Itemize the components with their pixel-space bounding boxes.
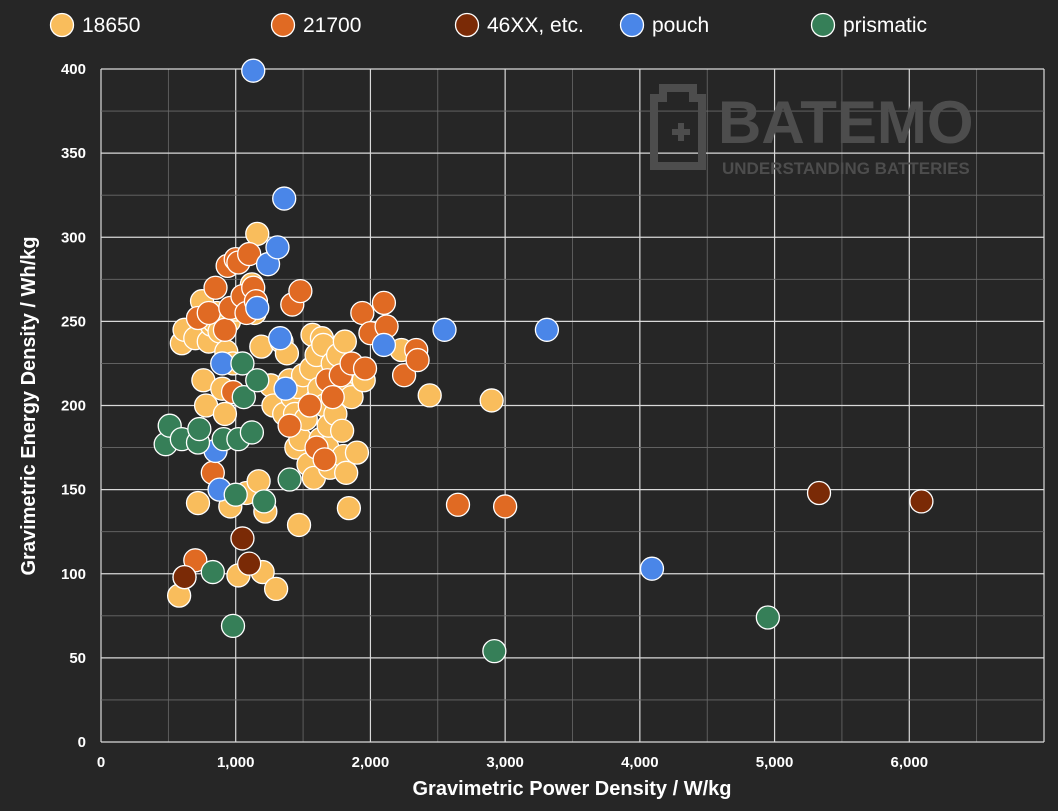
data-point (909, 489, 934, 514)
series-2 (172, 480, 934, 590)
data-point (482, 638, 507, 664)
data-point (405, 347, 430, 373)
data-point (332, 329, 357, 354)
data-point (344, 440, 370, 465)
x-tick-label: 2,000 (352, 754, 390, 771)
y-tick-label: 400 (61, 61, 86, 78)
y-tick-label: 350 (61, 145, 86, 162)
data-point (245, 295, 270, 321)
data-point (268, 326, 293, 351)
data-point (212, 401, 238, 427)
grid (100, 68, 1045, 743)
data-point (223, 482, 248, 507)
y-tick-label: 0 (78, 734, 86, 751)
data-point (263, 576, 289, 602)
data-point (492, 494, 518, 519)
data-point (230, 351, 255, 376)
legend-label: prismatic (843, 14, 927, 37)
data-point (203, 275, 228, 300)
x-tick-label: 6,000 (891, 754, 929, 771)
legend-label: pouch (652, 14, 709, 37)
y-tick-label: 100 (61, 566, 86, 583)
legend-marker (619, 12, 645, 38)
y-tick-label: 150 (61, 482, 86, 499)
data-point (230, 526, 255, 551)
data-point (320, 384, 345, 410)
data-point (391, 363, 417, 388)
y-tick-label: 200 (61, 398, 86, 415)
x-tick-label: 3,000 (486, 754, 524, 771)
data-point (432, 317, 457, 342)
data-point (371, 332, 397, 358)
data-point (329, 418, 355, 443)
data-point (806, 480, 832, 506)
data-point (210, 351, 235, 376)
data-point (239, 420, 265, 445)
data-point (534, 317, 560, 342)
legend-marker (810, 12, 836, 38)
data-point (220, 613, 246, 639)
x-tick-label: 4,000 (621, 754, 659, 771)
data-point (755, 605, 780, 630)
data-point (312, 447, 337, 472)
y-axis-ticks: 0 50 100 150 200 250 300 350 400 (61, 61, 86, 751)
x-tick-label: 1,000 (217, 754, 255, 771)
y-tick-label: 250 (61, 313, 86, 330)
data-points (153, 58, 934, 664)
battery-logo-icon (650, 84, 706, 170)
x-tick-label: 0 (97, 754, 105, 771)
x-axis-title: Gravimetric Power Density / W/kg (413, 778, 732, 800)
legend-marker (270, 12, 296, 38)
legend-label: 18650 (82, 14, 140, 37)
legend: 18650 21700 46XX, etc. pouch prismatic (49, 12, 927, 38)
data-point (288, 278, 313, 304)
data-point (639, 556, 665, 581)
data-point (246, 469, 271, 494)
data-point (172, 564, 197, 590)
data-point (277, 413, 302, 438)
data-point (185, 490, 211, 516)
data-point (273, 376, 298, 401)
watermark-brand: BATEMO (718, 89, 974, 156)
data-point (187, 416, 212, 442)
legend-marker (49, 12, 75, 38)
data-point (245, 368, 270, 393)
data-point (251, 489, 277, 514)
data-point (334, 460, 359, 485)
data-point (336, 495, 362, 521)
data-point (286, 512, 312, 538)
y-axis-title: Gravimetric Energy Density / Wh/kg (18, 237, 40, 576)
data-point (237, 551, 262, 576)
data-point (212, 317, 238, 342)
y-tick-label: 50 (69, 650, 86, 667)
data-point (277, 467, 302, 492)
legend-label: 21700 (303, 14, 361, 37)
data-point (265, 235, 290, 260)
data-point (237, 241, 262, 267)
x-tick-label: 5,000 (756, 754, 794, 771)
batemo-watermark: BATEMO UNDERSTANDING BATTERIES (650, 84, 974, 178)
x-axis-ticks: 0 1,000 2,000 3,000 4,000 5,000 6,000 (97, 754, 928, 771)
legend-label: 46XX, etc. (487, 14, 584, 37)
data-point (479, 388, 504, 413)
data-point (241, 58, 266, 83)
data-point (445, 492, 471, 517)
legend-marker (454, 12, 480, 38)
watermark-tagline: UNDERSTANDING BATTERIES (722, 159, 970, 178)
data-point (200, 559, 225, 585)
data-point (231, 384, 256, 410)
data-point (352, 356, 378, 381)
data-point (417, 383, 442, 408)
data-point (297, 393, 322, 418)
series-4 (153, 351, 780, 664)
y-tick-label: 300 (61, 229, 86, 246)
data-point (272, 186, 297, 211)
data-point (371, 290, 397, 316)
